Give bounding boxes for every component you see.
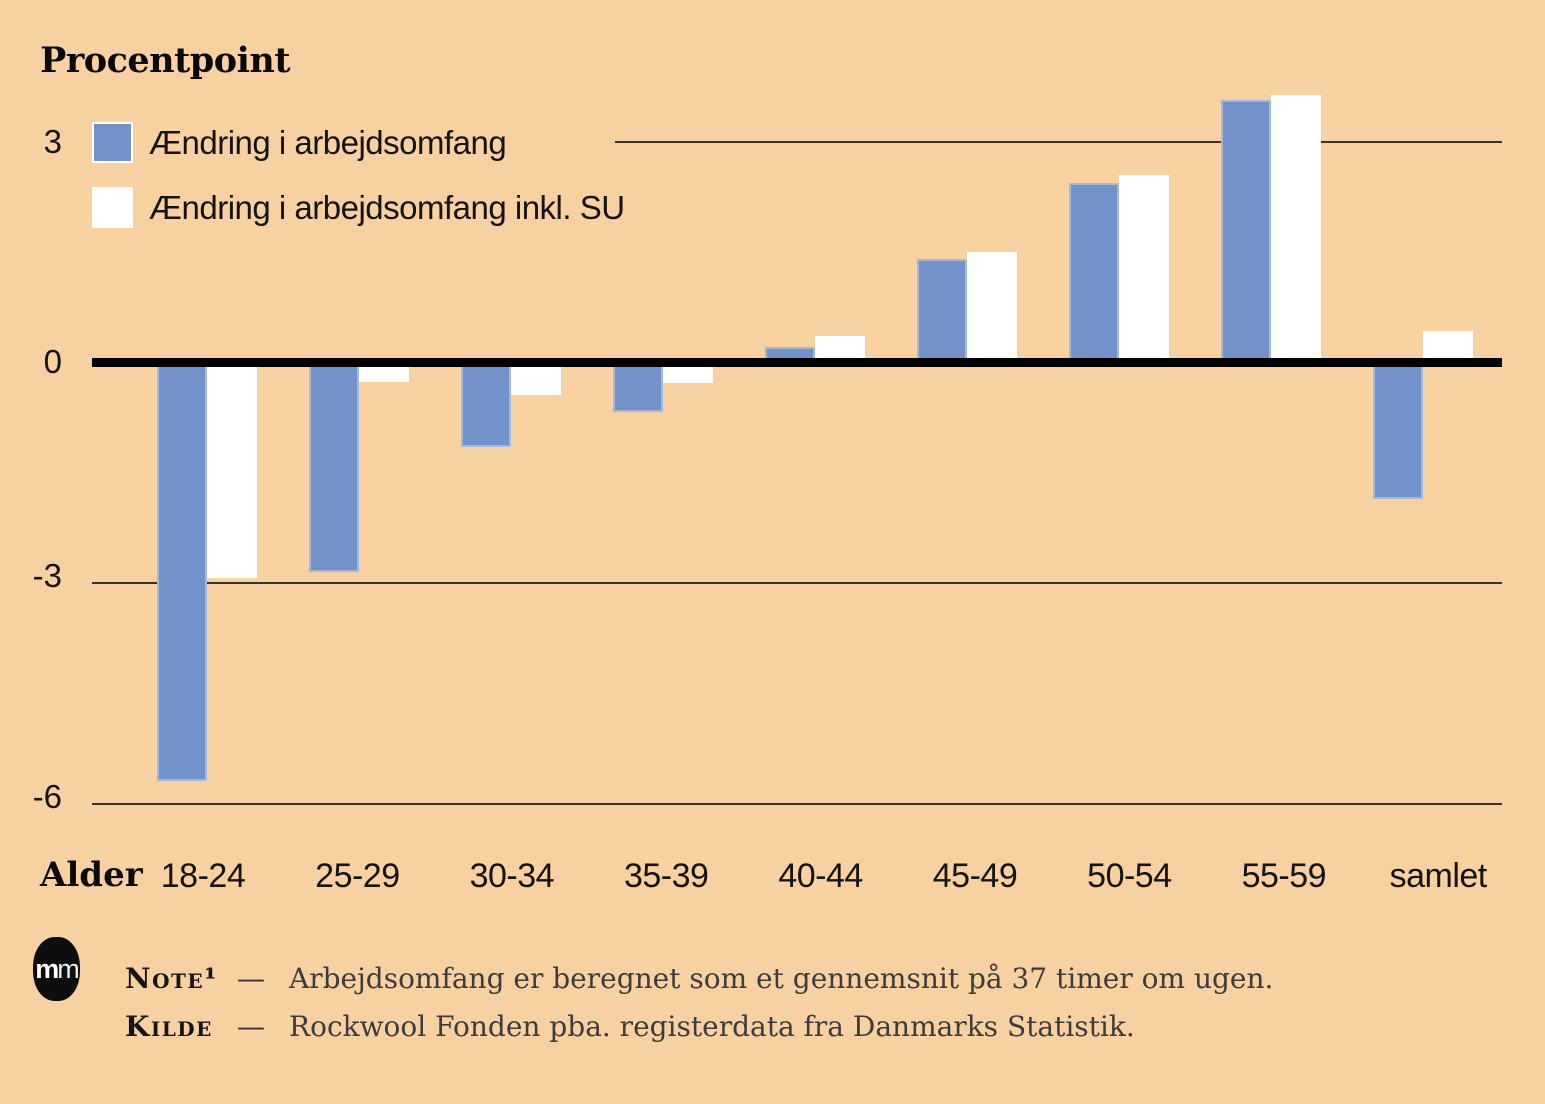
gridline--3 bbox=[92, 582, 1502, 584]
source-label: Kilde bbox=[125, 1010, 213, 1043]
note-text: Arbejdsomfang er beregnet som et gennems… bbox=[289, 962, 1274, 995]
bar-30-34-series0 bbox=[461, 362, 511, 448]
bar-45-49-series1 bbox=[967, 252, 1017, 363]
x-tick-label-30-34: 30-34 bbox=[469, 857, 555, 895]
bar-50-54-series1 bbox=[1119, 175, 1169, 363]
y-tick-label--6: -6 bbox=[32, 777, 62, 815]
footer-note-row: Note¹ — Arbejdsomfang er beregnet som et… bbox=[125, 962, 1273, 995]
bar-45-49-series0 bbox=[917, 258, 967, 363]
legend-label: Ændring i arbejdsomfang bbox=[149, 123, 507, 161]
y-tick-label-0: 0 bbox=[43, 343, 62, 380]
note-dash: — bbox=[237, 962, 265, 995]
bar-samlet-series0 bbox=[1373, 362, 1423, 500]
bar-18-24-series0 bbox=[157, 362, 207, 782]
bar-35-39-series1 bbox=[663, 362, 713, 384]
x-tick-label-45-49: 45-49 bbox=[932, 857, 1018, 895]
bar-55-59-series0 bbox=[1221, 100, 1271, 363]
source-text: Rockwool Fonden pba. registerdata fra Da… bbox=[289, 1010, 1135, 1043]
footer-source-row: Kilde — Rockwool Fonden pba. registerdat… bbox=[125, 1010, 1135, 1043]
x-tick-label-55-59: 55-59 bbox=[1241, 857, 1327, 895]
legend-label: Ændring i arbejdsomfang inkl. SU bbox=[149, 188, 625, 226]
bar-25-29-series0 bbox=[309, 362, 359, 572]
x-tick-label-50-54: 50-54 bbox=[1087, 857, 1172, 895]
x-tick-label-35-39: 35-39 bbox=[623, 857, 709, 895]
gridline--6 bbox=[92, 802, 1502, 805]
x-tick-label-25-29: 25-29 bbox=[315, 857, 400, 895]
source-dash: — bbox=[237, 1010, 265, 1043]
chart-title: Procentpoint bbox=[40, 40, 291, 81]
y-tick-label-3: 3 bbox=[43, 123, 62, 160]
bar-55-59-series1 bbox=[1271, 94, 1321, 363]
x-tick-label-samlet: samlet bbox=[1389, 857, 1488, 895]
gridline-3 bbox=[615, 141, 1502, 143]
bar-samlet-series1 bbox=[1423, 330, 1473, 363]
bar-30-34-series1 bbox=[511, 362, 561, 395]
legend-item-arbejdsomfang: Ændring i arbejdsomfang bbox=[92, 122, 507, 163]
x-tick-label-40-44: 40-44 bbox=[778, 857, 863, 895]
x-tick-label-18-24: 18-24 bbox=[160, 857, 246, 895]
legend-item-arbejdsomfang-inkl-su: Ændring i arbejdsomfang inkl. SU bbox=[92, 187, 625, 228]
bar-35-39-series0 bbox=[613, 362, 663, 412]
legend-swatch-blue bbox=[92, 122, 133, 163]
bar-18-24-series1 bbox=[207, 362, 257, 578]
note-label: Note¹ bbox=[125, 962, 218, 995]
zero-axis-line bbox=[92, 358, 1502, 367]
bar-25-29-series1 bbox=[359, 362, 409, 383]
legend-swatch-white bbox=[92, 187, 133, 228]
y-tick-label--3: -3 bbox=[32, 557, 62, 594]
bar-50-54-series0 bbox=[1069, 183, 1119, 363]
x-axis-title: Alder bbox=[40, 855, 143, 895]
